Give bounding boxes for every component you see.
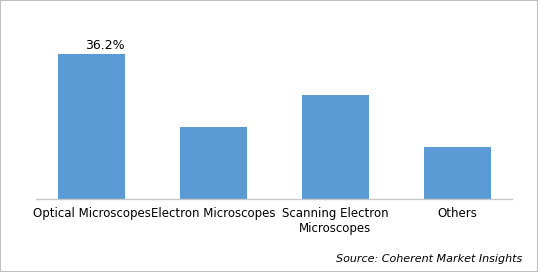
Text: Source: Coherent Market Insights: Source: Coherent Market Insights [336, 254, 522, 264]
Bar [180, 127, 247, 199]
Text: 36.2%: 36.2% [86, 39, 125, 52]
Bar [423, 147, 491, 199]
Bar [302, 95, 369, 199]
Bar [58, 54, 125, 199]
